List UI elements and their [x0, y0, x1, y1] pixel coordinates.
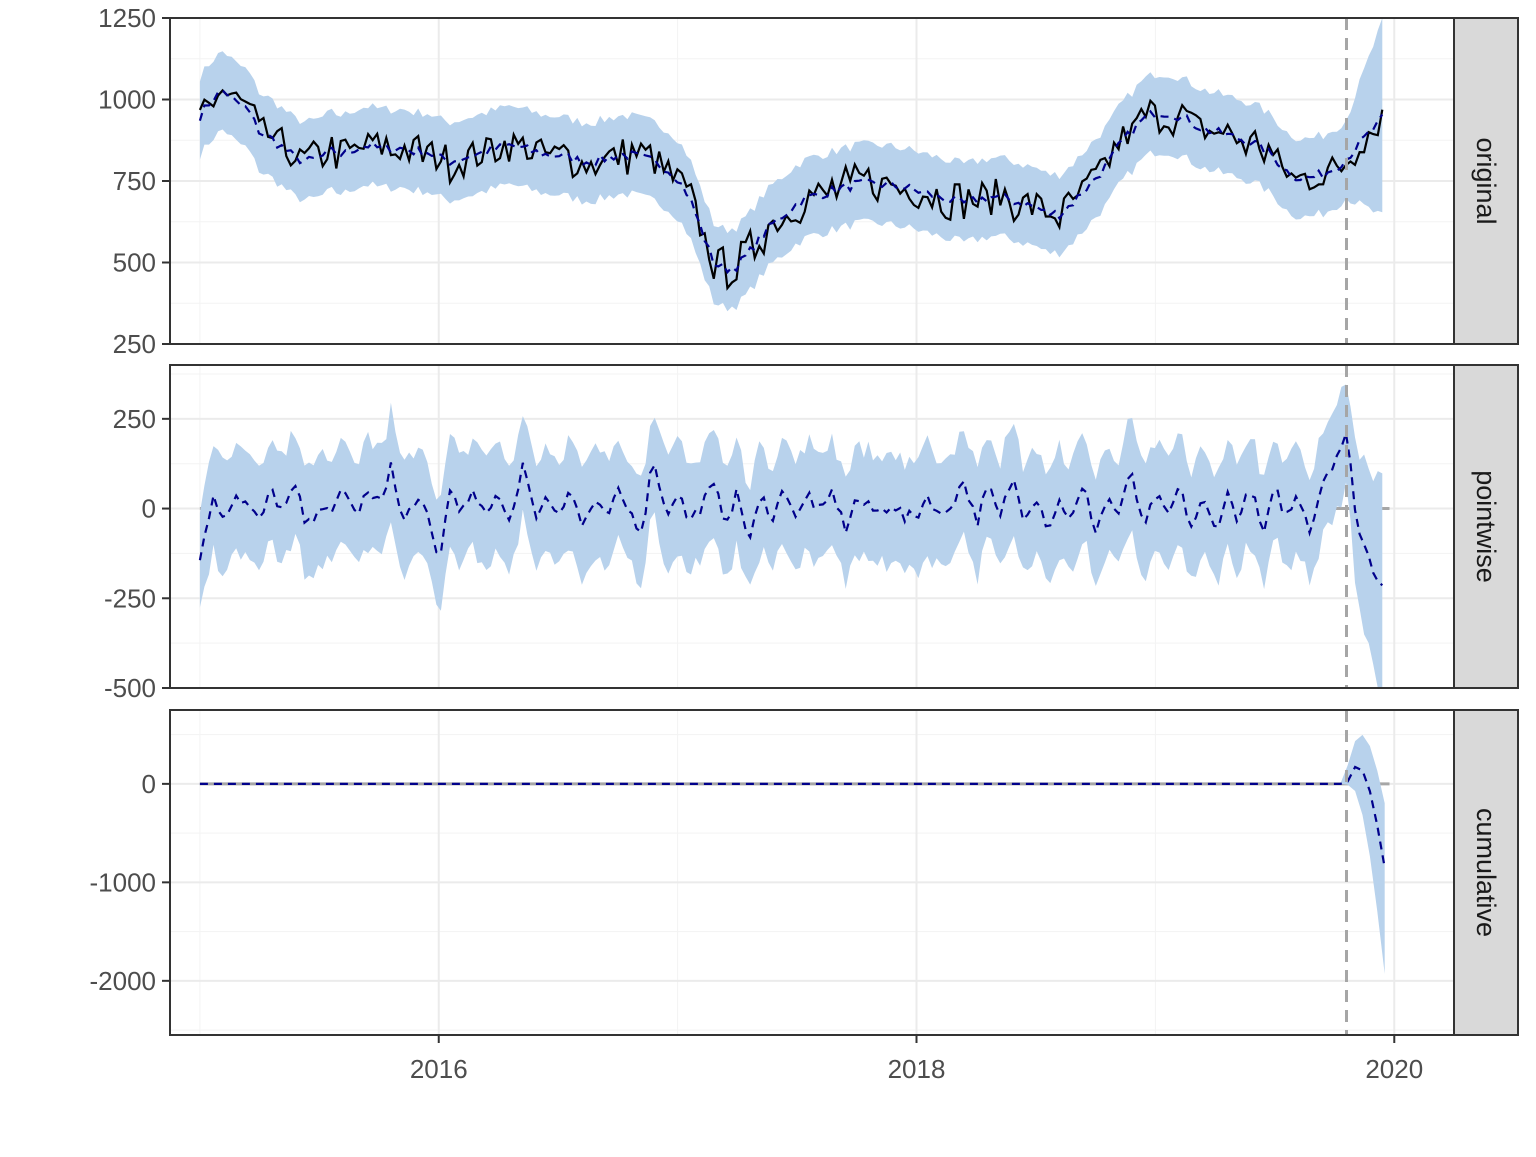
y-tick-label: 250 [113, 329, 156, 359]
y-tick-label: 500 [113, 248, 156, 278]
y-tick-label: -1000 [90, 867, 157, 897]
credible-interval-ribbon [199, 384, 1383, 688]
panel-cumulative: cumulative -2000 -1000 0 2016 2018 2020 [90, 709, 1519, 1084]
y-tick-label: -2000 [90, 966, 157, 996]
facet-strip [1453, 709, 1519, 1036]
facet-strip [1453, 364, 1519, 689]
x-tick-label: 2018 [888, 1054, 946, 1084]
y-tick-label: 750 [113, 166, 156, 196]
y-tick-label: -250 [104, 583, 156, 613]
facet-strip [1453, 17, 1519, 345]
x-tick-label: 2016 [410, 1054, 468, 1084]
y-tick-label: 1000 [98, 85, 156, 115]
facet-strip-label: pointwise [1471, 470, 1501, 583]
y-tick-label: 0 [142, 769, 156, 799]
panel-pointwise: pointwise -500 -250 0 250 [104, 364, 1519, 703]
observed-series-line [198, 88, 1384, 291]
predicted-series-line [198, 88, 1384, 275]
x-tick-label: 2020 [1365, 1054, 1423, 1084]
y-tick-label: -500 [104, 673, 156, 703]
predicted-series-line [199, 765, 1386, 868]
facet-strip-label: original [1471, 137, 1501, 224]
y-tick-label: 1250 [98, 3, 156, 33]
y-tick-label: 250 [113, 404, 156, 434]
facet-strip-label: cumulative [1471, 808, 1501, 937]
predicted-series-line [198, 433, 1384, 587]
panel-background [170, 710, 1454, 1035]
y-tick-label: 0 [142, 494, 156, 524]
panel-original: original 250 500 750 1000 1250 [98, 3, 1519, 359]
